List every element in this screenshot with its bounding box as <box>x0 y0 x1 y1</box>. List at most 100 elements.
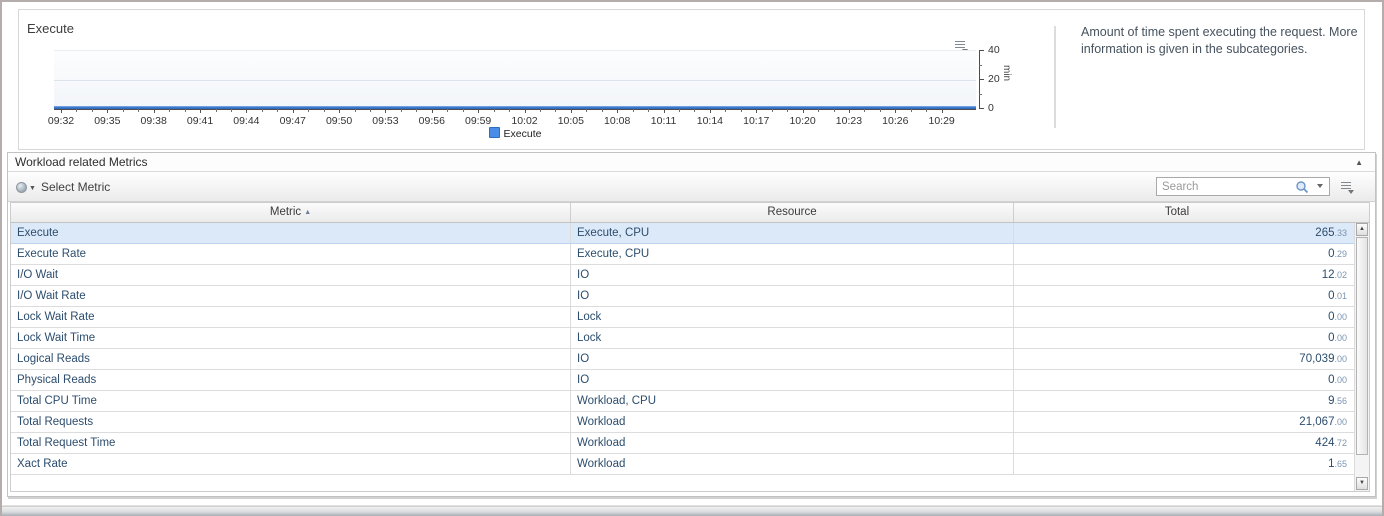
table-row[interactable]: Logical Reads IO 70,039.00 <box>11 349 1354 370</box>
x-tick <box>756 109 758 113</box>
cell-resource: IO <box>571 286 1014 306</box>
scrollbar-thumb[interactable] <box>1356 237 1368 455</box>
table-row[interactable]: Execute Rate Execute, CPU 0.29 <box>11 244 1354 265</box>
cell-total: 21,067.00 <box>1014 412 1354 432</box>
total-integer-part: 0 <box>1328 311 1335 323</box>
search-input[interactable] <box>1157 178 1300 195</box>
total-decimal-part: .00 <box>1334 333 1347 343</box>
table-row[interactable]: Total CPU Time Workload, CPU 9.56 <box>11 391 1354 412</box>
table-row[interactable]: Lock Wait Rate Lock 0.00 <box>11 307 1354 328</box>
x-tick <box>230 109 232 112</box>
menu-bar <box>955 41 965 42</box>
cell-total: 0.00 <box>1014 307 1354 327</box>
x-tick-label: 10:14 <box>696 115 724 127</box>
x-tick-label: 09:44 <box>233 115 260 127</box>
search-options-chevron-icon[interactable] <box>1317 184 1323 188</box>
x-tick <box>277 109 279 112</box>
x-tick <box>246 109 248 113</box>
menu-bar <box>955 47 965 48</box>
cell-total: 1.65 <box>1014 454 1354 474</box>
legend-swatch-execute <box>488 127 500 138</box>
table-row[interactable]: Execute Execute, CPU 265.33 <box>11 223 1354 244</box>
menu-bar <box>1341 185 1351 186</box>
metrics-panel-titlebar[interactable]: Workload related Metrics ▲ <box>8 153 1375 172</box>
x-tick <box>663 109 665 113</box>
total-decimal-part: .00 <box>1334 354 1347 364</box>
cell-metric: Total CPU Time <box>11 391 571 411</box>
table-row[interactable]: Total Requests Workload 21,067.00 <box>11 412 1354 433</box>
chevron-down-icon: ▼ <box>29 184 36 192</box>
gridline-20 <box>54 80 976 81</box>
total-decimal-part: .00 <box>1334 312 1347 322</box>
total-integer-part: 9 <box>1328 395 1335 407</box>
panel-divider <box>1054 26 1056 128</box>
y-minor-tick <box>979 64 982 66</box>
metrics-table: Metric ▲ Resource Total Execute Execute, C… <box>10 202 1370 492</box>
cell-resource: Execute, CPU <box>571 244 1014 264</box>
metrics-panel-title: Workload related Metrics <box>15 155 148 169</box>
vertical-scrollbar[interactable]: ▲ ▼ <box>1354 223 1369 491</box>
sort-ascending-icon: ▲ <box>304 209 312 216</box>
x-tick <box>431 109 433 113</box>
cell-total: 424.72 <box>1014 433 1354 453</box>
table-row[interactable]: Total Request Time Workload 424.72 <box>11 433 1354 454</box>
x-tick-label: 09:47 <box>279 115 306 127</box>
x-tick <box>941 109 943 113</box>
total-decimal-part: .00 <box>1334 417 1347 427</box>
cell-resource: Lock <box>571 328 1014 348</box>
x-tick <box>864 109 866 112</box>
table-header-row: Metric ▲ Resource Total <box>11 203 1369 223</box>
x-tick <box>416 109 418 112</box>
x-tick <box>926 109 928 112</box>
x-tick <box>694 109 696 112</box>
y-minor-tick <box>979 93 982 95</box>
x-tick-label: 10:17 <box>743 115 770 127</box>
menu-bar <box>955 44 965 45</box>
cell-metric: Total Request Time <box>11 433 571 453</box>
table-body: Execute Execute, CPU 265.33 Execute Rate Exe… <box>11 223 1354 491</box>
x-axis-ticks <box>54 109 976 114</box>
chart-description-text: Amount of time spent executing the reque… <box>1081 25 1358 57</box>
cell-metric: Total Requests <box>11 412 571 432</box>
total-integer-part: 0 <box>1328 248 1335 260</box>
menu-bar <box>1341 182 1351 183</box>
chart-plot-area[interactable] <box>54 50 976 110</box>
x-tick-label: 10:11 <box>650 115 677 127</box>
total-integer-part: 265 <box>1315 227 1335 239</box>
collapse-panel-icon[interactable]: ▲ <box>1355 158 1363 167</box>
search-box <box>1156 177 1330 196</box>
cell-metric: Lock Wait Rate <box>11 307 571 327</box>
scroll-up-button[interactable]: ▲ <box>1356 223 1368 236</box>
total-integer-part: 70,039 <box>1299 353 1335 365</box>
scroll-down-button[interactable]: ▼ <box>1356 477 1368 490</box>
search-icon[interactable] <box>1295 180 1309 194</box>
cell-total: 0.01 <box>1014 286 1354 306</box>
cell-total: 0.29 <box>1014 244 1354 264</box>
x-tick <box>370 109 371 112</box>
cell-total: 0.00 <box>1014 328 1354 348</box>
cell-metric: Logical Reads <box>11 349 571 369</box>
cell-metric: Xact Rate <box>11 454 571 474</box>
table-row[interactable]: Physical Reads IO 0.00 <box>11 370 1354 391</box>
total-decimal-part: .01 <box>1334 291 1347 301</box>
cell-resource: IO <box>571 349 1014 369</box>
select-metric-button[interactable]: ▼ Select Metric <box>16 178 110 196</box>
table-customizer-icon[interactable] <box>1341 181 1357 194</box>
x-tick-label: 09:59 <box>465 115 492 127</box>
x-tick <box>308 109 310 112</box>
table-row[interactable]: Xact Rate Workload 1.65 <box>11 454 1354 475</box>
x-tick <box>385 109 387 113</box>
cell-metric: Execute Rate <box>11 244 571 264</box>
table-row[interactable]: I/O Wait Rate IO 0.01 <box>11 286 1354 307</box>
x-tick <box>478 109 480 113</box>
table-row[interactable]: I/O Wait IO 12.02 <box>11 265 1354 286</box>
x-tick-label: 10:02 <box>511 115 538 127</box>
column-header-total[interactable]: Total <box>1014 203 1340 222</box>
x-tick-label: 10:23 <box>835 115 863 127</box>
x-tick-label: 09:32 <box>47 115 75 127</box>
total-integer-part: 1 <box>1328 458 1335 470</box>
column-header-resource[interactable]: Resource <box>571 203 1014 222</box>
x-tick <box>184 109 186 112</box>
column-header-metric[interactable]: Metric ▲ <box>11 203 571 222</box>
table-row[interactable]: Lock Wait Time Lock 0.00 <box>11 328 1354 349</box>
